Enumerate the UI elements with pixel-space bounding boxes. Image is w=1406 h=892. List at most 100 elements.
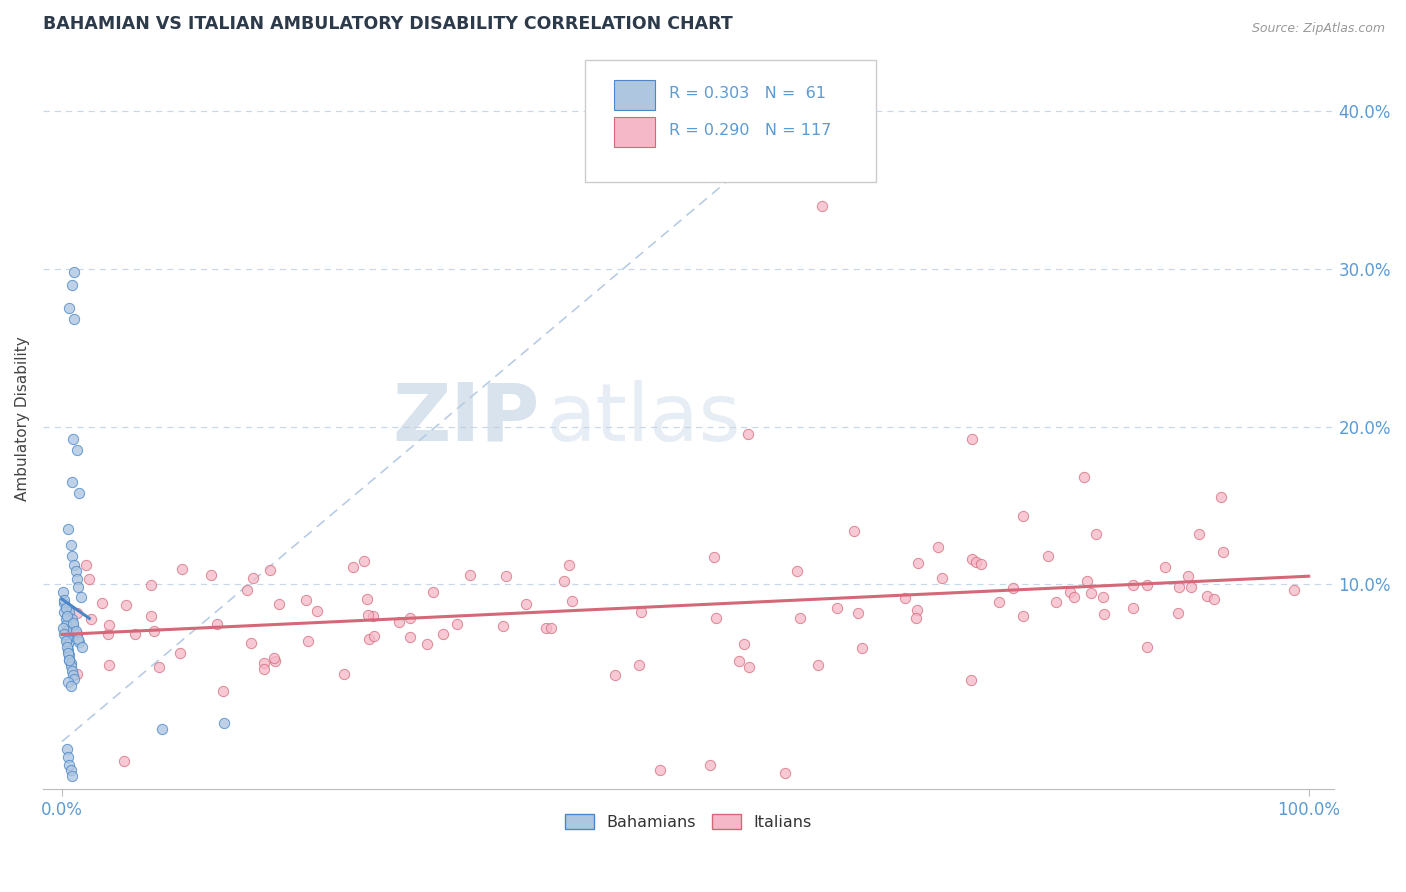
Point [66,443,89,458]
Point [557,558,579,572]
Point [534,621,557,635]
Point [235,583,257,598]
Point [1011,608,1033,623]
Point [67,635,90,649]
Point [259,563,281,577]
Point [52,621,75,635]
Point [495,569,517,583]
Point [703,549,725,564]
Text: Source: ZipAtlas.com: Source: ZipAtlas.com [1251,22,1385,36]
Point [143,624,166,638]
Point [53,606,76,620]
Point [263,654,285,668]
Point [59,656,82,670]
Point [253,656,276,670]
Point [342,560,364,574]
Point [361,609,384,624]
Text: R = 0.303   N =  61: R = 0.303 N = 61 [669,87,827,101]
Point [1122,601,1144,615]
Point [55,600,77,615]
Text: atlas: atlas [547,380,741,458]
Point [67,485,90,500]
Point [139,577,162,591]
Point [650,763,672,777]
Point [553,574,575,589]
Point [60,277,83,292]
Point [60,475,83,489]
Point [295,593,318,607]
Point [148,660,170,674]
Point [960,552,983,566]
Point [628,657,651,672]
Point [80,612,103,626]
Point [1197,589,1219,603]
Point [965,555,987,569]
Point [492,619,515,633]
Point [75,558,97,572]
Point [415,637,437,651]
Point [1168,580,1191,594]
Point [63,558,86,573]
Point [212,715,235,730]
Point [333,666,356,681]
Point [58,653,80,667]
Point [970,557,993,571]
Point [1011,508,1033,523]
Point [399,630,422,644]
Text: BAHAMIAN VS ITALIAN AMBULATORY DISABILITY CORRELATION CHART: BAHAMIAN VS ITALIAN AMBULATORY DISABILIT… [44,15,733,33]
Point [98,658,121,673]
Point [1177,568,1199,582]
Point [56,674,79,689]
Point [842,524,865,539]
Point [1076,574,1098,588]
Point [62,616,84,631]
Point [1045,595,1067,609]
Point [52,585,75,599]
Point [79,572,101,586]
Point [446,616,468,631]
Point [927,540,949,554]
Point [97,617,120,632]
Point [704,611,727,625]
Point [738,660,761,674]
Point [62,618,84,632]
Point [267,597,290,611]
Point [603,667,626,681]
Bar [613,118,655,147]
Y-axis label: Ambulatory Disability: Ambulatory Disability [15,336,30,501]
Text: R = 0.290   N = 117: R = 0.290 N = 117 [669,123,831,138]
Point [59,763,82,777]
Point [56,647,79,661]
Point [53,592,76,607]
Point [59,538,82,552]
Point [359,632,381,646]
Point [112,754,135,768]
Point [460,568,482,582]
Point [56,624,79,639]
Point [960,432,983,446]
Point [825,600,848,615]
Point [515,597,537,611]
Point [905,603,928,617]
Point [150,722,173,736]
Point [630,605,652,619]
Point [1180,580,1202,594]
Point [1154,560,1177,574]
Point [733,637,755,651]
Bar [613,80,655,110]
Point [207,616,229,631]
Point [727,654,749,668]
Point [1080,585,1102,599]
Point [737,427,759,442]
Point [1136,578,1159,592]
Point [55,633,77,648]
Point [1284,583,1306,598]
Point [1209,490,1232,504]
Point [124,627,146,641]
Point [70,640,93,654]
Point [699,758,721,772]
Point [907,556,929,570]
Point [63,312,86,326]
Point [905,610,928,624]
Point [851,640,873,655]
